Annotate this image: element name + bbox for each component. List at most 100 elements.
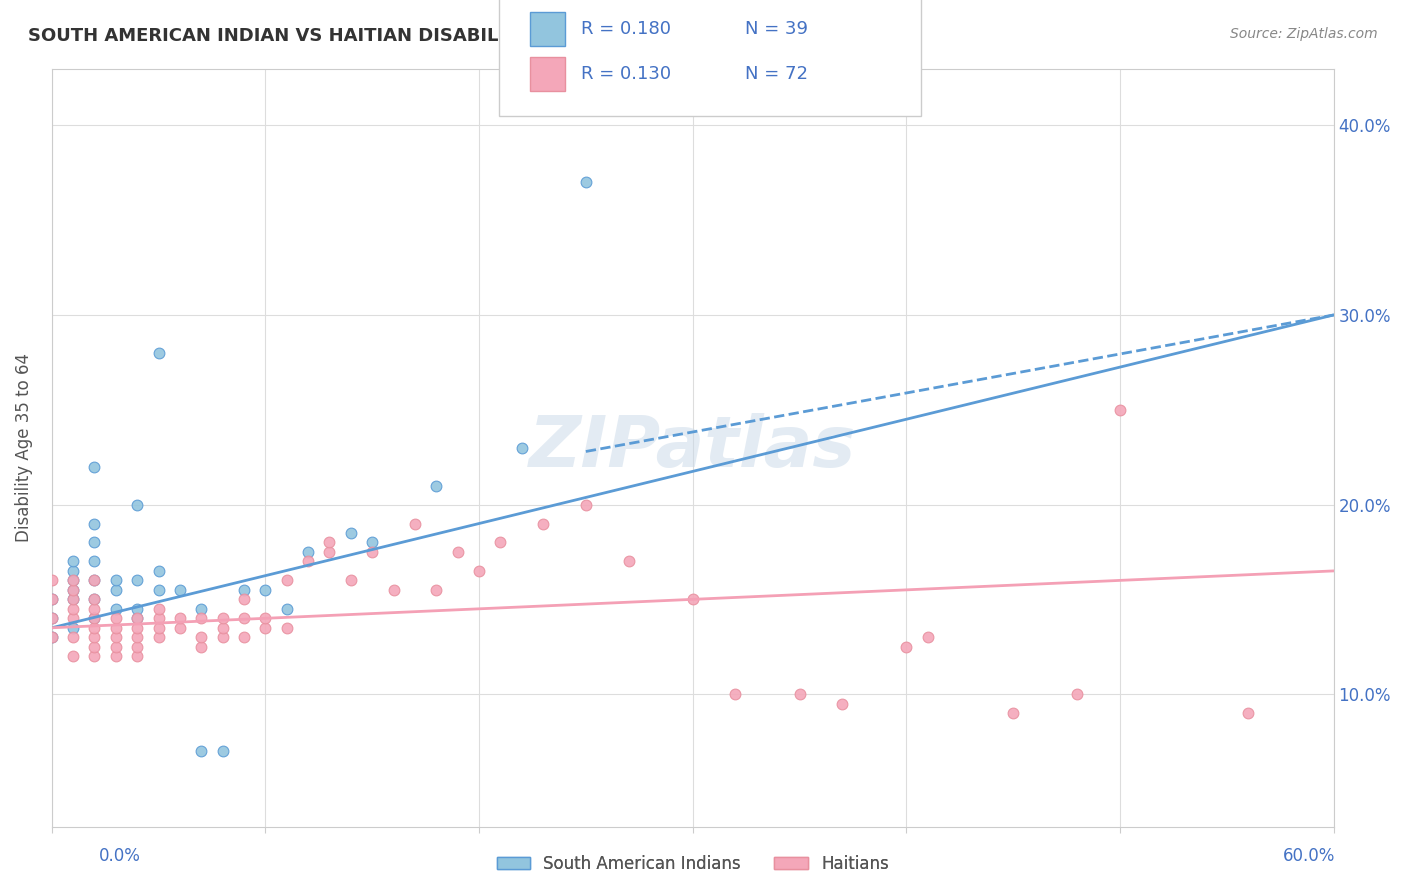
Point — [276, 621, 298, 635]
Point — [447, 545, 470, 559]
Point — [127, 649, 149, 664]
Point — [382, 582, 405, 597]
Point — [83, 516, 105, 531]
Point — [41, 611, 63, 625]
Point — [83, 574, 105, 588]
Point — [127, 611, 149, 625]
Point — [254, 621, 277, 635]
Point — [148, 630, 170, 644]
Point — [104, 582, 127, 597]
Point — [831, 697, 853, 711]
Point — [127, 640, 149, 654]
Point — [83, 592, 105, 607]
Text: ZIPatlas: ZIPatlas — [529, 413, 856, 483]
Point — [104, 602, 127, 616]
Point — [575, 498, 598, 512]
Point — [211, 621, 233, 635]
Point — [83, 649, 105, 664]
Point — [62, 592, 84, 607]
Point — [104, 611, 127, 625]
Point — [83, 611, 105, 625]
Point — [83, 640, 105, 654]
Text: R = 0.180: R = 0.180 — [581, 21, 671, 38]
Point — [531, 516, 554, 531]
Point — [169, 621, 191, 635]
Point — [510, 441, 533, 455]
Point — [148, 611, 170, 625]
Point — [127, 621, 149, 635]
Point — [1002, 706, 1025, 720]
Point — [41, 592, 63, 607]
Point — [104, 640, 127, 654]
Point — [62, 630, 84, 644]
Point — [340, 574, 363, 588]
Text: R = 0.130: R = 0.130 — [581, 65, 671, 83]
Point — [233, 630, 256, 644]
Text: SOUTH AMERICAN INDIAN VS HAITIAN DISABILITY AGE 35 TO 64 CORRELATION CHART: SOUTH AMERICAN INDIAN VS HAITIAN DISABIL… — [28, 27, 896, 45]
Point — [361, 545, 384, 559]
Point — [404, 516, 426, 531]
Point — [1237, 706, 1260, 720]
Point — [190, 602, 212, 616]
Point — [211, 611, 233, 625]
Point — [489, 535, 512, 549]
Point — [361, 535, 384, 549]
Point — [617, 554, 640, 568]
Point — [104, 649, 127, 664]
Point — [233, 611, 256, 625]
Point — [62, 582, 84, 597]
Point — [190, 640, 212, 654]
Point — [297, 554, 319, 568]
Point — [190, 744, 212, 758]
Point — [318, 545, 340, 559]
Point — [340, 526, 363, 541]
Text: N = 72: N = 72 — [745, 65, 808, 83]
Point — [83, 554, 105, 568]
Point — [83, 535, 105, 549]
Point — [83, 574, 105, 588]
Point — [276, 574, 298, 588]
Point — [148, 564, 170, 578]
Point — [190, 630, 212, 644]
Point — [148, 621, 170, 635]
Point — [468, 564, 491, 578]
Point — [425, 582, 447, 597]
Point — [41, 611, 63, 625]
Point — [211, 744, 233, 758]
Point — [254, 582, 277, 597]
Text: Source: ZipAtlas.com: Source: ZipAtlas.com — [1230, 27, 1378, 41]
Text: 60.0%: 60.0% — [1284, 847, 1336, 864]
Point — [41, 574, 63, 588]
Point — [62, 592, 84, 607]
Y-axis label: Disability Age 35 to 64: Disability Age 35 to 64 — [15, 353, 32, 542]
Point — [682, 592, 704, 607]
Point — [575, 175, 598, 189]
Point — [83, 621, 105, 635]
Text: 0.0%: 0.0% — [98, 847, 141, 864]
Point — [83, 630, 105, 644]
Point — [1109, 402, 1132, 417]
Point — [318, 535, 340, 549]
Point — [62, 574, 84, 588]
Point — [127, 574, 149, 588]
Point — [254, 611, 277, 625]
Point — [169, 582, 191, 597]
Point — [83, 592, 105, 607]
Point — [233, 592, 256, 607]
Point — [127, 611, 149, 625]
Text: N = 39: N = 39 — [745, 21, 808, 38]
Point — [127, 602, 149, 616]
Point — [62, 611, 84, 625]
Point — [127, 630, 149, 644]
Point — [789, 687, 811, 701]
Point — [211, 630, 233, 644]
Point — [276, 602, 298, 616]
Point — [169, 611, 191, 625]
Point — [62, 602, 84, 616]
Point — [896, 640, 918, 654]
Point — [297, 545, 319, 559]
Point — [83, 459, 105, 474]
Point — [62, 574, 84, 588]
Point — [104, 574, 127, 588]
Point — [41, 630, 63, 644]
